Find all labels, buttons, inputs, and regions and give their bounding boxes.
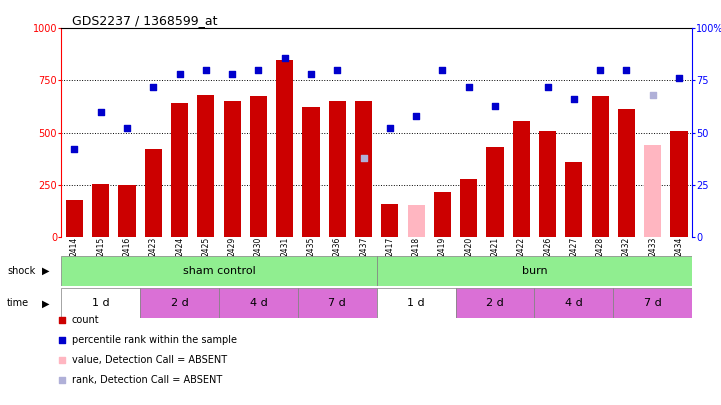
Point <box>568 96 580 102</box>
Bar <box>355 101 372 237</box>
Text: ▶: ▶ <box>42 298 49 308</box>
Point <box>148 83 159 90</box>
Bar <box>407 205 425 237</box>
Point <box>174 71 185 77</box>
Bar <box>224 101 241 237</box>
Point <box>384 125 396 132</box>
Bar <box>171 103 188 237</box>
Bar <box>61 256 377 286</box>
Text: ▶: ▶ <box>42 266 49 275</box>
Point <box>252 67 264 73</box>
Bar <box>377 288 456 318</box>
Text: time: time <box>7 298 30 308</box>
Bar <box>592 96 609 237</box>
Text: percentile rank within the sample: percentile rank within the sample <box>72 335 237 345</box>
Point <box>121 125 133 132</box>
Point <box>68 146 80 153</box>
Point <box>226 71 238 77</box>
Text: sham control: sham control <box>182 266 255 276</box>
Text: 7 d: 7 d <box>644 298 662 308</box>
Bar <box>145 149 162 237</box>
Point <box>95 109 107 115</box>
Text: count: count <box>72 315 99 325</box>
Text: 1 d: 1 d <box>407 298 425 308</box>
Bar <box>618 109 635 237</box>
Text: shock: shock <box>7 266 35 275</box>
Bar <box>565 162 583 237</box>
Point <box>673 75 685 82</box>
Bar <box>614 288 692 318</box>
Text: rank, Detection Call = ABSENT: rank, Detection Call = ABSENT <box>72 375 222 385</box>
Text: value, Detection Call = ABSENT: value, Detection Call = ABSENT <box>72 355 227 365</box>
Text: 1 d: 1 d <box>92 298 110 308</box>
Bar <box>434 192 451 237</box>
Point <box>490 102 501 109</box>
Text: GDS2237 / 1368599_at: GDS2237 / 1368599_at <box>72 14 218 27</box>
Bar <box>303 107 319 237</box>
Bar <box>487 147 503 237</box>
Point <box>621 67 632 73</box>
Bar <box>539 130 556 237</box>
Point <box>200 67 212 73</box>
Text: 2 d: 2 d <box>171 298 188 308</box>
Text: 4 d: 4 d <box>249 298 267 308</box>
Bar <box>534 288 614 318</box>
Point <box>647 92 658 98</box>
Point <box>410 113 422 119</box>
Bar <box>456 288 534 318</box>
Point <box>358 154 369 161</box>
Point <box>56 337 68 343</box>
Point <box>56 377 68 383</box>
Bar <box>381 204 399 237</box>
Bar <box>460 179 477 237</box>
Bar <box>644 145 661 237</box>
Bar <box>61 288 140 318</box>
Text: burn: burn <box>521 266 547 276</box>
Bar <box>92 184 110 237</box>
Bar <box>219 288 298 318</box>
Text: 4 d: 4 d <box>565 298 583 308</box>
Point <box>279 54 291 61</box>
Bar <box>250 96 267 237</box>
Point <box>56 357 68 363</box>
Text: 2 d: 2 d <box>486 298 504 308</box>
Point <box>463 83 474 90</box>
Text: 7 d: 7 d <box>329 298 346 308</box>
Bar <box>329 101 346 237</box>
Point <box>541 83 553 90</box>
Bar <box>66 200 83 237</box>
Point <box>332 67 343 73</box>
Bar <box>276 60 293 237</box>
Bar <box>671 130 688 237</box>
Bar <box>118 185 136 237</box>
Bar <box>298 288 377 318</box>
Bar <box>198 95 214 237</box>
Point <box>437 67 448 73</box>
Point <box>305 71 317 77</box>
Bar <box>140 288 219 318</box>
Point <box>594 67 606 73</box>
Bar <box>377 256 692 286</box>
Bar <box>513 121 530 237</box>
Point <box>56 317 68 323</box>
